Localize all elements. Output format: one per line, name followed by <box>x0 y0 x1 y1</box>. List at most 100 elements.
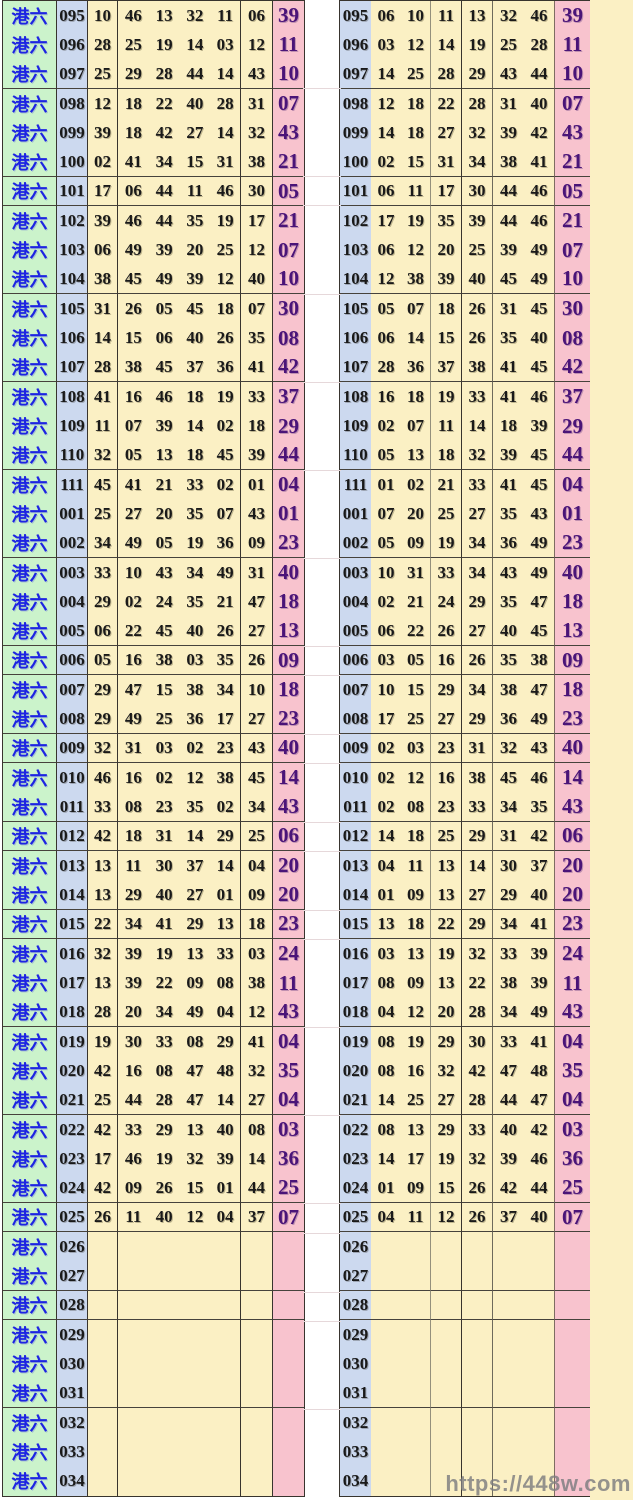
period-cell: 103 <box>340 235 371 265</box>
number-cell: 16 <box>118 763 149 793</box>
number-cell: 44 <box>524 59 554 89</box>
period-cell: 095 <box>57 1 88 31</box>
special-number-cell: 37 <box>272 382 304 412</box>
number-cell: 45 <box>493 763 524 793</box>
number-cell: 32 <box>88 733 118 764</box>
number-cell: 20 <box>431 235 462 265</box>
number-cell: 18 <box>401 821 431 852</box>
special-number-cell: 11 <box>554 968 590 998</box>
number-cell: 34 <box>148 997 180 1027</box>
number-cell: 18 <box>118 118 149 148</box>
period-cell: 023 <box>340 1144 371 1174</box>
special-number-cell: 14 <box>554 763 590 793</box>
number-cell: 39 <box>88 118 118 148</box>
period-cell: 099 <box>340 118 371 148</box>
number-cell: 39 <box>462 206 493 236</box>
number-cell: 25 <box>462 235 493 265</box>
number-cell: 13 <box>401 1114 431 1145</box>
period-cell: 111 <box>57 470 88 500</box>
number-cell: 29 <box>431 1114 462 1145</box>
number-cell: 32 <box>493 733 524 764</box>
number-cell: 17 <box>88 1144 118 1174</box>
row-label: 港六 <box>3 645 57 676</box>
number-cell <box>401 1349 431 1379</box>
number-cell <box>241 1378 272 1409</box>
number-cell: 01 <box>210 1173 241 1203</box>
number-cell: 36 <box>210 352 241 383</box>
number-cell: 01 <box>371 470 401 500</box>
number-cell: 20 <box>401 499 431 529</box>
number-cell <box>371 1261 401 1291</box>
number-cell: 34 <box>493 997 524 1027</box>
number-cell: 45 <box>524 352 554 383</box>
period-cell: 029 <box>340 1320 371 1350</box>
period-cell: 008 <box>340 704 371 734</box>
number-cell: 29 <box>210 821 241 852</box>
number-cell <box>524 1349 554 1379</box>
number-cell: 34 <box>493 792 524 822</box>
number-cell: 48 <box>524 1056 554 1086</box>
period-cell: 107 <box>57 352 88 383</box>
number-cell: 03 <box>179 645 211 676</box>
number-cell: 46 <box>524 382 554 412</box>
number-cell: 26 <box>148 1173 180 1203</box>
special-number-cell: 04 <box>554 1085 590 1115</box>
period-cell: 101 <box>57 176 88 207</box>
period-cell: 013 <box>340 851 371 881</box>
number-cell: 04 <box>371 1202 401 1233</box>
number-cell: 17 <box>371 704 401 734</box>
number-cell: 45 <box>88 470 118 500</box>
number-cell: 24 <box>431 587 462 617</box>
number-cell: 40 <box>241 264 272 295</box>
number-cell: 12 <box>401 763 431 793</box>
number-cell: 35 <box>179 206 211 236</box>
number-cell: 15 <box>148 675 180 705</box>
number-cell: 44 <box>241 1173 272 1203</box>
number-cell: 42 <box>524 1114 554 1145</box>
number-cell: 19 <box>431 528 462 558</box>
number-cell: 33 <box>462 1114 493 1145</box>
number-cell: 09 <box>401 968 431 998</box>
period-cell: 007 <box>340 675 371 705</box>
number-cell <box>241 1437 272 1467</box>
number-cell <box>118 1349 149 1379</box>
period-cell: 008 <box>57 704 88 734</box>
number-cell <box>148 1232 180 1262</box>
number-cell: 18 <box>401 88 431 119</box>
number-cell <box>148 1378 180 1409</box>
number-cell <box>371 1320 401 1350</box>
row-label: 港六 <box>3 1232 57 1262</box>
number-cell: 25 <box>88 1085 118 1115</box>
number-cell: 11 <box>118 1202 149 1233</box>
number-cell: 40 <box>493 616 524 646</box>
number-cell <box>493 1290 524 1321</box>
period-cell: 097 <box>340 59 371 89</box>
number-cell: 15 <box>118 323 149 353</box>
number-cell: 08 <box>210 968 241 998</box>
period-cell: 108 <box>340 382 371 412</box>
number-cell: 42 <box>88 1173 118 1203</box>
number-cell: 26 <box>462 645 493 676</box>
number-cell: 49 <box>524 264 554 295</box>
number-cell <box>401 1378 431 1409</box>
number-cell: 32 <box>431 1056 462 1086</box>
number-cell <box>210 1349 241 1379</box>
number-cell: 38 <box>401 264 431 295</box>
number-cell: 28 <box>431 59 462 89</box>
number-cell: 47 <box>524 587 554 617</box>
number-cell: 02 <box>118 587 149 617</box>
number-cell: 25 <box>401 704 431 734</box>
number-cell: 31 <box>493 821 524 852</box>
number-cell: 38 <box>118 352 149 383</box>
number-cell: 38 <box>241 968 272 998</box>
number-cell: 12 <box>371 88 401 119</box>
number-cell: 36 <box>210 528 241 558</box>
special-number-cell: 07 <box>272 235 304 265</box>
number-cell: 28 <box>148 1085 180 1115</box>
number-cell: 17 <box>88 176 118 207</box>
number-cell: 09 <box>241 880 272 910</box>
number-cell: 39 <box>493 1144 524 1174</box>
period-cell: 013 <box>57 851 88 881</box>
special-number-cell: 23 <box>272 704 304 734</box>
number-cell: 21 <box>148 470 180 500</box>
